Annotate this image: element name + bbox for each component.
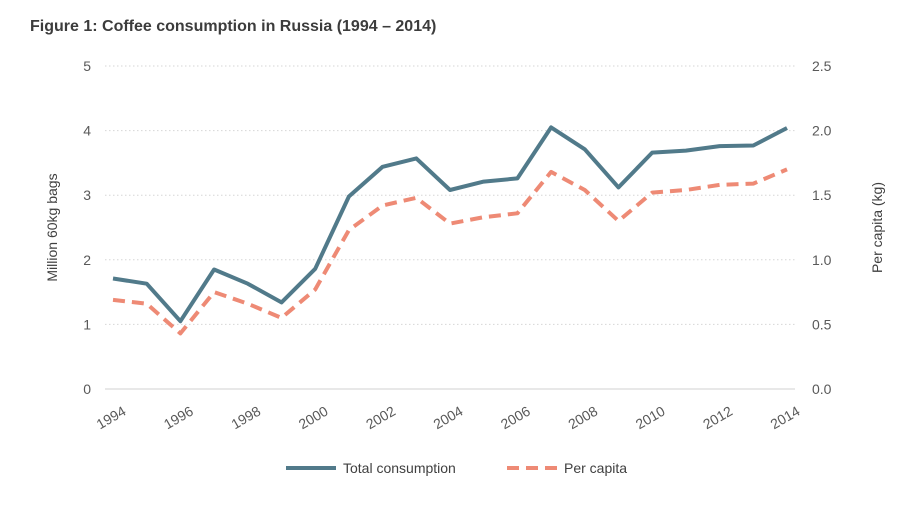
x-tick-label: 2008 [565, 403, 600, 433]
x-tick-label: 1994 [94, 403, 129, 433]
legend-label: Per capita [564, 460, 627, 476]
y-right-tick-label: 1.5 [812, 187, 832, 203]
series-line-total-consumption [112, 125, 788, 324]
x-tick-label: 1996 [161, 403, 196, 433]
chart-title: Figure 1: Coffee consumption in Russia (… [30, 18, 437, 35]
x-tick-label: 1998 [228, 403, 263, 433]
x-tick-label: 2014 [768, 403, 803, 433]
x-tick-label: 2002 [363, 403, 398, 433]
x-tick-label: 2000 [296, 403, 331, 433]
y-right-tick-label: 2.5 [812, 58, 832, 74]
y-left-tick-label: 2 [83, 252, 91, 268]
x-tick-label: 2006 [498, 403, 533, 433]
y-right-tick-label: 2.0 [812, 123, 832, 139]
y-left-tick-label: 1 [83, 316, 91, 332]
series-line-per-capita [112, 167, 788, 336]
y-right-tick-label: 1.0 [812, 252, 832, 268]
x-tick-label: 2012 [700, 403, 735, 433]
y-left-tick-label: 5 [83, 58, 91, 74]
legend-label: Total consumption [343, 460, 456, 476]
y-right-tick-label: 0.0 [812, 381, 832, 397]
y-left-tick-label: 4 [83, 123, 91, 139]
y-axis-title-left: Million 60kg bags [44, 173, 60, 281]
y-left-tick-label: 3 [83, 187, 91, 203]
x-tick-label: 2010 [633, 403, 668, 433]
y-axis-title-right: Per capita (kg) [869, 182, 885, 273]
x-tick-label: 2004 [431, 403, 466, 433]
y-right-tick-label: 0.5 [812, 316, 832, 332]
y-left-tick-label: 0 [83, 381, 91, 397]
